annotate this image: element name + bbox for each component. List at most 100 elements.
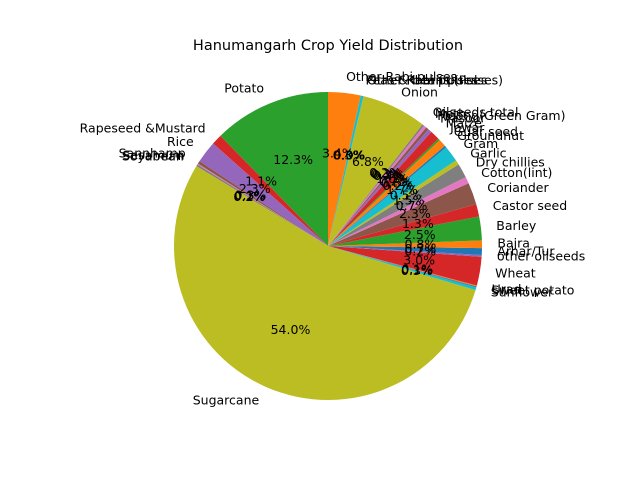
slice-label-wheat: Wheat [495, 265, 536, 280]
slice-label-arhar-tur: Arhar/Tur [497, 244, 555, 259]
slice-dry-chillies [328, 164, 466, 246]
slice-label-masoor: Masoor [440, 111, 486, 126]
slice-label-coriander: Coriander [487, 180, 549, 195]
slice-pct-moth: 0.3% [370, 166, 402, 181]
slice-wheat [328, 246, 482, 286]
slice-label-barley: Barley [496, 218, 537, 233]
slice-label-soyabean: Soyabean [122, 149, 184, 164]
slice-label-other-rabi-pulses: Other Rabi pulses [367, 73, 478, 88]
slice-guar-seed [328, 139, 445, 246]
slice-label-onion: Onion [401, 85, 438, 100]
slice-moong-green-gram [328, 127, 429, 246]
slice-label-dry-chillies: Dry chillies [476, 155, 545, 170]
slice-pct-bajra: 0.8% [405, 236, 437, 251]
slice-pct-peas-beans-pulses: 0.3% [333, 147, 365, 162]
slice-label-jowar: Jowar [449, 120, 485, 135]
slice-label-guar-seed: Guar seed [454, 124, 518, 139]
pie-labels: Potato 12.3% Rapeseed &Mustard 1.1% Rice 2.3%… [80, 69, 586, 407]
slice-pct-oilseeds-total: 0.2% [369, 165, 401, 180]
slice-label-sannhamp: Sannhamp [119, 146, 186, 161]
slice-label-moong-green-gram: Moong(Green Gram) [437, 108, 565, 123]
slice-cotton-lint [328, 177, 469, 246]
slice-label-groundnut: Groundnut [457, 128, 524, 143]
slice-other-oilseeds [328, 246, 482, 257]
slice-potato [220, 92, 328, 246]
slice-pct-sugarcane: 54.0% [271, 322, 311, 337]
slice-pct-soyabean: 0.2% [233, 189, 265, 204]
slice-label-garlic: Garlic [470, 146, 506, 161]
slice-pct-maize: 1.0% [376, 171, 408, 186]
slice-castor-seed [328, 204, 480, 246]
slice-sugarcane [174, 166, 476, 400]
slice-label-cotton-lint: Cotton(lint) [481, 165, 552, 180]
slice-pct-groundnut: 0.2% [383, 178, 415, 193]
slice-pct-other-kharif-pulses: 0.0% [333, 148, 365, 163]
slice-other-rabi-pulses [328, 92, 361, 246]
slice-jowar [328, 138, 440, 246]
slice-pct-castor-seed: 1.3% [402, 216, 434, 231]
slice-label-sesamum: Sesamum [123, 147, 185, 162]
slice-label-potato: Potato [224, 81, 264, 96]
slice-sannhamp [197, 161, 328, 246]
slice-pct-dry-chillies: 1.5% [393, 192, 425, 207]
slice-pct-masoor: 0.4% [373, 168, 405, 183]
slice-pct-sweet-potato: 0.1% [401, 262, 433, 277]
slice-groundnut [328, 145, 447, 246]
slice-label-gram: Gram [464, 136, 499, 151]
slice-pct-cotton-lint: 0.7% [396, 198, 428, 213]
slice-arhar-tur [328, 246, 482, 255]
slice-label-bajra: Bajra [497, 236, 530, 251]
slice-label-rapeseed-mustard: Rapeseed &Mustard [80, 120, 206, 135]
slice-moth [328, 125, 427, 246]
slice-oilseeds-total [328, 124, 424, 246]
slice-masoor [328, 129, 432, 246]
pie-slices [174, 92, 482, 400]
slice-pct-coriander: 2.3% [399, 206, 431, 221]
slice-pct-wheat: 3.0% [403, 253, 435, 268]
slice-label-other-rabi-pulses: Other Rabi pulses [346, 69, 457, 84]
slice-sesamum [197, 163, 328, 246]
slice-label-sugarcane: Sugarcane [193, 392, 260, 407]
slice-bajra [328, 240, 482, 249]
slice-sweet-potato [328, 246, 477, 288]
chart-title: Hanumangarh Crop Yield Distribution [193, 38, 463, 54]
slice-garlic [328, 160, 459, 246]
slice-label-sweet-potato: Sweet potato [491, 283, 574, 298]
slice-pct-onion: 6.8% [352, 154, 384, 169]
slice-peas-beans-pulses [328, 95, 364, 246]
slice-pct-sannhamp: 0.3% [235, 187, 267, 202]
slice-pct-other-oilseeds: 0.2% [404, 243, 436, 258]
slice-label-rice: Rice [167, 134, 194, 149]
slice-label-moth: Moth [435, 106, 466, 121]
slice-pct-sunflower: 0.3% [401, 263, 433, 278]
slice-urad [328, 246, 477, 287]
slice-pct-potato: 12.3% [273, 152, 313, 167]
slice-pct-barley: 2.5% [404, 227, 436, 242]
slice-barley [328, 216, 482, 246]
slice-gram [328, 147, 456, 246]
slice-pct-moong-green-gram: 0.3% [372, 167, 404, 182]
slice-maize [328, 131, 439, 246]
slice-label-sunflower: Sunflower [491, 285, 554, 300]
slice-pct-other-rabi-pulses: 0.0% [333, 148, 365, 163]
slice-pct-sesamum: 0.1% [234, 188, 266, 203]
slice-label-other-kharif-pulses: Other Kharif pulses [367, 73, 487, 88]
slice-pct-rapeseed-mustard: 1.1% [245, 174, 277, 189]
slice-onion [328, 96, 423, 246]
slice-label-peas-beans-pulses: Peas & beans (Pulses) [366, 72, 504, 87]
slice-coriander [328, 183, 477, 246]
slice-label-castor-seed: Castor seed [493, 198, 567, 213]
slice-label-oilseeds-total: Oilseeds total [433, 104, 519, 119]
slice-pct-urad: 0.1% [401, 261, 433, 276]
slice-pct-garlic: 0.5% [390, 187, 422, 202]
slice-rice [199, 143, 328, 246]
slice-label-other-oilseeds: other oilseeds [497, 248, 585, 263]
slice-rapeseed-mustard [213, 135, 328, 246]
slice-pct-other-rabi-pulses: 3.4% [322, 146, 354, 161]
slice-soyabean [196, 164, 328, 246]
slice-pct-jowar: 0.2% [379, 173, 411, 188]
slice-sunflower [328, 246, 477, 291]
slice-label-urad: Urad [492, 281, 522, 296]
